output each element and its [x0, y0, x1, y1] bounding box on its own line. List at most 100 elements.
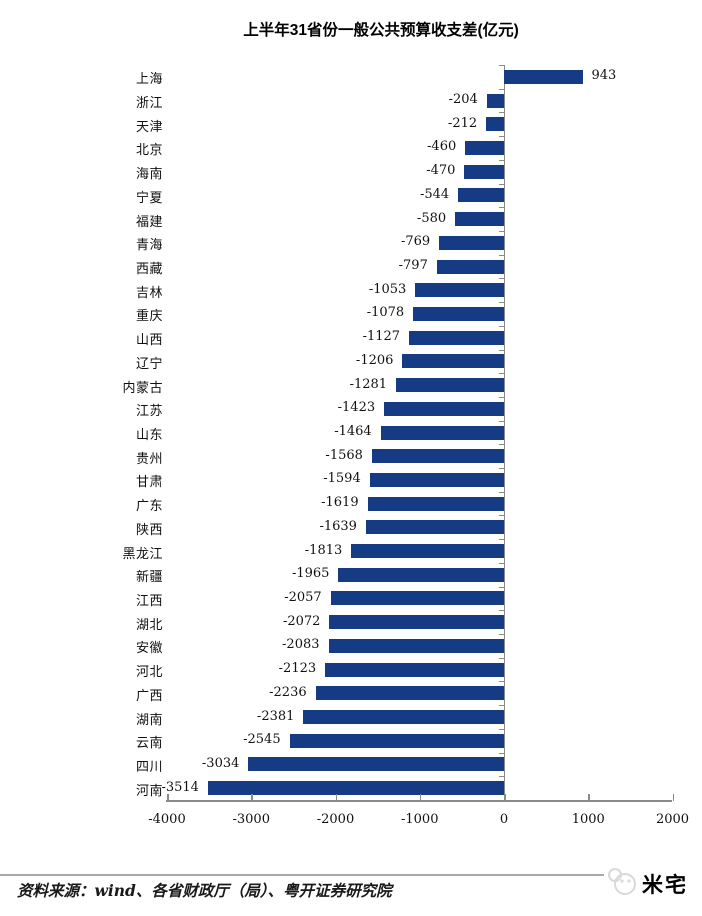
- bar: [464, 164, 504, 179]
- category-tick: [499, 254, 504, 256]
- value-label: -3514: [161, 779, 199, 795]
- value-label: -3034: [201, 755, 240, 771]
- value-label: -580: [416, 210, 447, 226]
- value-label: -1053: [368, 281, 407, 297]
- bar: [458, 188, 504, 203]
- bar: [436, 259, 504, 274]
- category-label: 福建: [135, 214, 163, 230]
- x-tick: [504, 794, 506, 801]
- value-label: 943: [591, 68, 617, 84]
- category-tick: [499, 657, 504, 659]
- bar: [315, 686, 504, 701]
- category-tick: [499, 515, 504, 517]
- chart-title: 上半年31省份一般公共预算收支差(亿元): [243, 22, 519, 39]
- x-tick: [251, 794, 253, 801]
- x-tick-label: 0: [499, 812, 509, 827]
- category-label: 贵州: [135, 451, 163, 467]
- bar: [329, 615, 504, 630]
- category-label: 青海: [135, 238, 163, 254]
- bar: [486, 93, 504, 108]
- value-label: -212: [447, 115, 478, 131]
- category-label: 吉林: [135, 285, 163, 301]
- value-label: -2057: [284, 589, 322, 605]
- bar: [455, 212, 504, 227]
- x-tick: [335, 794, 337, 801]
- category-label: 江西: [135, 593, 163, 609]
- watermark: 米宅: [604, 860, 702, 908]
- value-label: -1127: [362, 329, 401, 345]
- bar: [328, 638, 504, 653]
- bar: [289, 733, 504, 748]
- bar: [402, 354, 504, 369]
- category-label: 陕西: [135, 522, 163, 538]
- category-tick: [499, 65, 504, 66]
- value-label: -2545: [243, 732, 281, 748]
- bar: [330, 591, 504, 606]
- category-label: 黑龙江: [122, 546, 163, 562]
- category-tick: [499, 586, 504, 588]
- category-label: 北京: [135, 143, 163, 159]
- value-label: -1464: [334, 424, 372, 439]
- value-label: -797: [398, 258, 428, 274]
- category-tick: [499, 468, 504, 470]
- category-tick: [499, 396, 504, 398]
- category-tick: [499, 562, 504, 564]
- value-label: -2123: [278, 661, 317, 677]
- bar: [371, 449, 504, 464]
- x-tick-label: 1000: [571, 812, 605, 827]
- category-label: 广东: [135, 499, 163, 515]
- category-label: 辽宁: [135, 356, 163, 372]
- value-label: -1813: [304, 542, 343, 558]
- bar: [325, 662, 504, 677]
- x-tick-label: -3000: [232, 812, 270, 827]
- bar: [409, 330, 504, 345]
- value-label: -2381: [256, 708, 295, 724]
- value-axis-line: [166, 800, 672, 802]
- cat-icon: [604, 865, 640, 903]
- category-label: 内蒙古: [122, 380, 163, 396]
- category-label: 四川: [135, 759, 163, 775]
- category-label: 海南: [135, 167, 163, 183]
- x-tick-label: -2000: [316, 812, 355, 827]
- bar: [413, 306, 504, 321]
- x-tick: [167, 794, 169, 801]
- category-label: 山东: [135, 428, 163, 443]
- category-tick: [499, 491, 504, 493]
- value-label: -2083: [282, 637, 320, 653]
- category-label: 西藏: [135, 262, 163, 278]
- category-tick: [499, 539, 504, 541]
- x-tick: [672, 794, 674, 801]
- bar: [351, 544, 504, 559]
- category-axis-line: [503, 65, 505, 800]
- category-tick: [499, 752, 504, 754]
- category-label: 重庆: [135, 309, 163, 325]
- category-label: 安徽: [135, 641, 163, 657]
- value-label: -2072: [282, 613, 321, 629]
- category-label: 宁夏: [135, 190, 163, 206]
- category-tick: [499, 278, 504, 280]
- x-tick-label: -4000: [148, 812, 186, 827]
- value-label: -1423: [337, 400, 376, 416]
- category-label: 山西: [135, 333, 163, 349]
- category-label: 湖北: [135, 617, 163, 633]
- category-tick: [499, 183, 504, 185]
- category-tick: [499, 373, 504, 375]
- x-tick: [419, 794, 422, 801]
- x-tick-label: 2000: [655, 812, 690, 827]
- category-tick: [499, 800, 504, 801]
- category-tick: [499, 705, 504, 707]
- category-label: 新疆: [135, 570, 163, 586]
- category-tick: [499, 634, 504, 636]
- watermark-text: 米宅: [642, 872, 688, 897]
- category-tick: [499, 112, 504, 114]
- category-tick: [499, 325, 504, 327]
- x-tick-label: -1000: [401, 812, 439, 827]
- bar: [338, 567, 504, 582]
- category-label: 江苏: [135, 404, 163, 420]
- value-label: -1206: [355, 352, 394, 368]
- value-label: -1965: [291, 566, 330, 582]
- category-label: 广西: [135, 688, 163, 704]
- bar: [465, 140, 504, 155]
- value-label: -470: [426, 163, 456, 179]
- value-label: -204: [448, 92, 478, 108]
